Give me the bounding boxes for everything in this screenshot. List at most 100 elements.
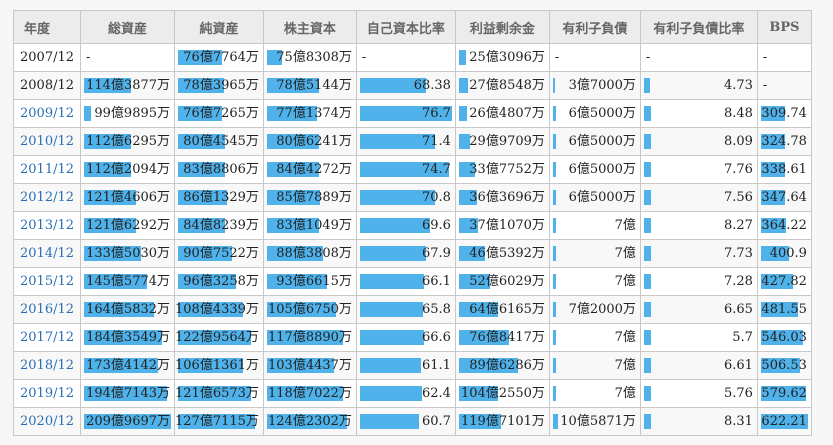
year-link[interactable]: 2018/12 xyxy=(12,351,82,380)
cell-value: 164億5832万 xyxy=(86,302,171,317)
value-bar xyxy=(643,246,651,261)
value-bar xyxy=(266,414,347,429)
cell-value: 7.56 xyxy=(723,190,753,205)
data-cell: 400.9 xyxy=(756,239,812,268)
value-bar xyxy=(178,414,256,429)
column-header-7[interactable]: 有利子負債比率 xyxy=(639,10,758,44)
data-cell: 347.64 xyxy=(756,183,812,212)
data-cell: 121億4606万 xyxy=(80,183,176,212)
data-cell: 209億9697万 xyxy=(80,407,176,436)
data-cell: 133億5030万 xyxy=(80,239,176,268)
year-link[interactable]: 2017/12 xyxy=(12,323,82,352)
data-cell: 7億 xyxy=(548,379,641,408)
cell-value: 86億1329万 xyxy=(183,190,259,205)
value-bar xyxy=(84,274,148,289)
cell-value: 4.73 xyxy=(723,78,753,93)
cell-value: 37億1070万 xyxy=(469,218,545,233)
column-header-5[interactable]: 利益剰余金 xyxy=(454,10,550,44)
column-header-3[interactable]: 株主資本 xyxy=(262,10,357,44)
data-cell: - xyxy=(756,71,812,100)
cell-value: 8.27 xyxy=(723,218,753,233)
data-cell: - xyxy=(80,43,176,72)
cell-value: 309.74 xyxy=(761,106,807,121)
data-cell: 78億3965万 xyxy=(174,71,264,100)
cell-value: 6億5000万 xyxy=(568,134,636,149)
value-bar xyxy=(643,302,651,317)
cell-value: 7億 xyxy=(614,330,636,345)
cell-value: 96億3258万 xyxy=(183,274,259,289)
cell-value: 5.7 xyxy=(732,330,753,345)
cell-value: 60.7 xyxy=(421,414,451,429)
year-link[interactable]: 2019/12 xyxy=(12,379,82,408)
value-bar xyxy=(359,106,452,121)
financial-table-container: 年度 総資産 純資産 株主資本 自己資本比率 利益剰余金 有利子負債 有利子負債比率 BPS 2… xyxy=(12,10,812,436)
column-header-2[interactable]: 純資産 xyxy=(174,10,264,44)
data-cell: 8.48 xyxy=(639,99,758,128)
year-link[interactable]: 2013/12 xyxy=(12,211,82,240)
cell-value: 579.62 xyxy=(761,386,807,401)
value-bar xyxy=(84,78,132,93)
data-cell: 5.7 xyxy=(639,323,758,352)
data-cell: 622.21 xyxy=(756,407,812,436)
column-header-4[interactable]: 自己資本比率 xyxy=(355,10,456,44)
column-header-6[interactable]: 有利子負債 xyxy=(548,10,641,44)
cell-value: 78億5144万 xyxy=(276,78,352,93)
year-link[interactable]: 2016/12 xyxy=(12,295,82,324)
cell-value: - xyxy=(361,50,367,65)
value-bar xyxy=(552,190,556,205)
value-bar xyxy=(643,358,651,373)
cell-value: 93億6615万 xyxy=(276,274,352,289)
year-link[interactable]: 2010/12 xyxy=(12,127,82,156)
cell-value: 83億1049万 xyxy=(276,218,352,233)
value-bar xyxy=(552,274,556,289)
cell-value: 427.82 xyxy=(761,274,807,289)
year-link[interactable]: 2015/12 xyxy=(12,267,82,296)
data-cell: 6億5000万 xyxy=(548,155,641,184)
data-cell: 338.61 xyxy=(756,155,812,184)
cell-value: 7億 xyxy=(614,246,636,261)
cell-value: 76億7764万 xyxy=(183,50,259,65)
cell-value: - xyxy=(645,50,651,65)
value-bar xyxy=(178,218,226,233)
cell-value: 112億2094万 xyxy=(86,162,171,177)
cell-value: 27億8548万 xyxy=(469,78,545,93)
cell-value: 481.55 xyxy=(761,302,807,317)
data-cell: 80億6241万 xyxy=(262,127,357,156)
value-bar xyxy=(760,330,803,345)
value-bar xyxy=(266,190,320,205)
data-cell: 481.55 xyxy=(756,295,812,324)
data-cell: 103億4437万 xyxy=(262,351,357,380)
cell-value: 64億6165万 xyxy=(469,302,545,317)
value-bar xyxy=(266,330,343,345)
cell-value: 99億9895万 xyxy=(94,106,171,121)
cell-value: 74.7 xyxy=(421,162,451,177)
value-bar xyxy=(266,78,319,93)
table-row: 2018/12 173億4142万 106億1361万 103億4437万 61.1 89… xyxy=(12,351,812,380)
value-bar xyxy=(178,50,223,65)
data-cell: - xyxy=(548,43,641,72)
cell-value: 78億3965万 xyxy=(183,78,259,93)
cell-value: 7.76 xyxy=(723,162,753,177)
column-header-1[interactable]: 総資産 xyxy=(80,10,176,44)
data-cell: 145億5774万 xyxy=(80,267,176,296)
cell-value: 8.09 xyxy=(723,134,753,149)
column-header-0[interactable]: 年度 xyxy=(12,10,82,44)
column-header-8[interactable]: BPS xyxy=(756,10,812,44)
cell-value: 80億6241万 xyxy=(276,134,352,149)
cell-value: 133億5030万 xyxy=(86,246,171,261)
year-link[interactable]: 2014/12 xyxy=(12,239,82,268)
data-cell: 6億5000万 xyxy=(548,99,641,128)
year-link[interactable]: 2020/12 xyxy=(12,407,82,436)
value-bar xyxy=(760,106,785,121)
year-link[interactable]: 2011/12 xyxy=(12,155,82,184)
value-bar xyxy=(643,78,650,93)
data-cell: 99億9895万 xyxy=(80,99,176,128)
year-link[interactable]: 2012/12 xyxy=(12,183,82,212)
value-bar xyxy=(643,162,651,177)
year-link[interactable]: 2009/12 xyxy=(12,99,82,128)
cell-value: 104億2550万 xyxy=(461,386,545,401)
value-bar xyxy=(643,134,651,149)
data-cell: 184億3549万 xyxy=(80,323,176,352)
value-bar xyxy=(178,106,223,121)
cell-value: 124億2302万 xyxy=(268,414,352,429)
